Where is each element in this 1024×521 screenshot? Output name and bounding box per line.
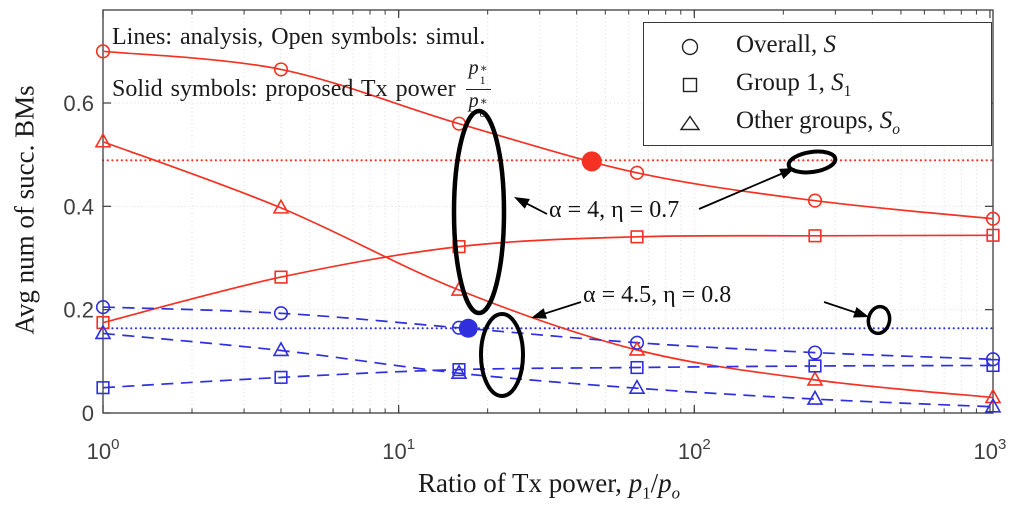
legend-item-other-groups: Other groups, So <box>644 104 991 142</box>
annotation-alpha45-eta08: α = 4.5, η = 0.8 <box>583 282 732 308</box>
note-solid-symbols: Solid symbols: proposed Tx power p ∗ 1 p ∗ o <box>112 57 491 119</box>
frac-den-sup: ∗ <box>479 93 488 108</box>
frac-den-base: p <box>468 89 479 112</box>
tx-power-fraction: p ∗ 1 p ∗ o <box>465 56 491 121</box>
x-axis-label-text: Ratio of Tx power, <box>418 468 629 498</box>
circle-marker-icon <box>644 37 736 57</box>
square-marker-icon <box>644 75 736 95</box>
x-axis-label: Ratio of Tx power, p1/po <box>418 468 680 503</box>
legend-item-overall: Overall, S <box>644 28 991 66</box>
legend-label-group1: Group 1, S1 <box>736 69 852 100</box>
proposed-points-layer <box>458 151 602 338</box>
svg-text:0.2: 0.2 <box>63 298 94 323</box>
frac-den-sub: o <box>479 105 486 120</box>
frac-num-base: p <box>468 56 479 79</box>
series-lines-layer <box>102 50 994 408</box>
series-markers-layer <box>94 44 1002 413</box>
frac-num-sub: 1 <box>479 72 486 87</box>
legend-label-overall: Overall, S <box>736 31 836 58</box>
note-solid-symbols-text: Solid symbols: proposed Tx power <box>112 75 456 102</box>
ellipse-annotations-layer <box>451 108 892 398</box>
fraction-numerator: p ∗ 1 <box>465 56 491 90</box>
svg-text:102: 102 <box>678 436 711 464</box>
reference-lines-layer <box>101 159 995 330</box>
legend-label-other-groups: Other groups, So <box>736 107 900 138</box>
svg-text:0: 0 <box>82 401 94 426</box>
frac-num-sup: ∗ <box>479 60 488 75</box>
arrow-annotations-layer <box>514 168 869 319</box>
svg-text:101: 101 <box>382 436 415 464</box>
svg-text:0.6: 0.6 <box>63 91 94 116</box>
legend: Overall, S Group 1, S1 Other groups, So <box>643 22 992 146</box>
annotation-alpha4-eta07: α = 4, η = 0.7 <box>549 197 680 223</box>
svg-text:100: 100 <box>87 436 120 464</box>
y-axis-label: Avg num of succ. BMs <box>9 85 40 335</box>
fraction-denominator: p ∗ o <box>469 90 488 121</box>
note-lines-analysis: Lines: analysis, Open symbols: simul. <box>112 24 486 50</box>
svg-text:103: 103 <box>974 436 1007 464</box>
axes-layer <box>102 9 994 414</box>
tick-labels-layer: 100 101 102 103 0 0.2 0.4 0.6 <box>63 91 1006 464</box>
legend-item-group1: Group 1, S1 <box>644 66 991 104</box>
svg-text:0.4: 0.4 <box>63 194 94 219</box>
triangle-marker-icon <box>644 113 736 133</box>
